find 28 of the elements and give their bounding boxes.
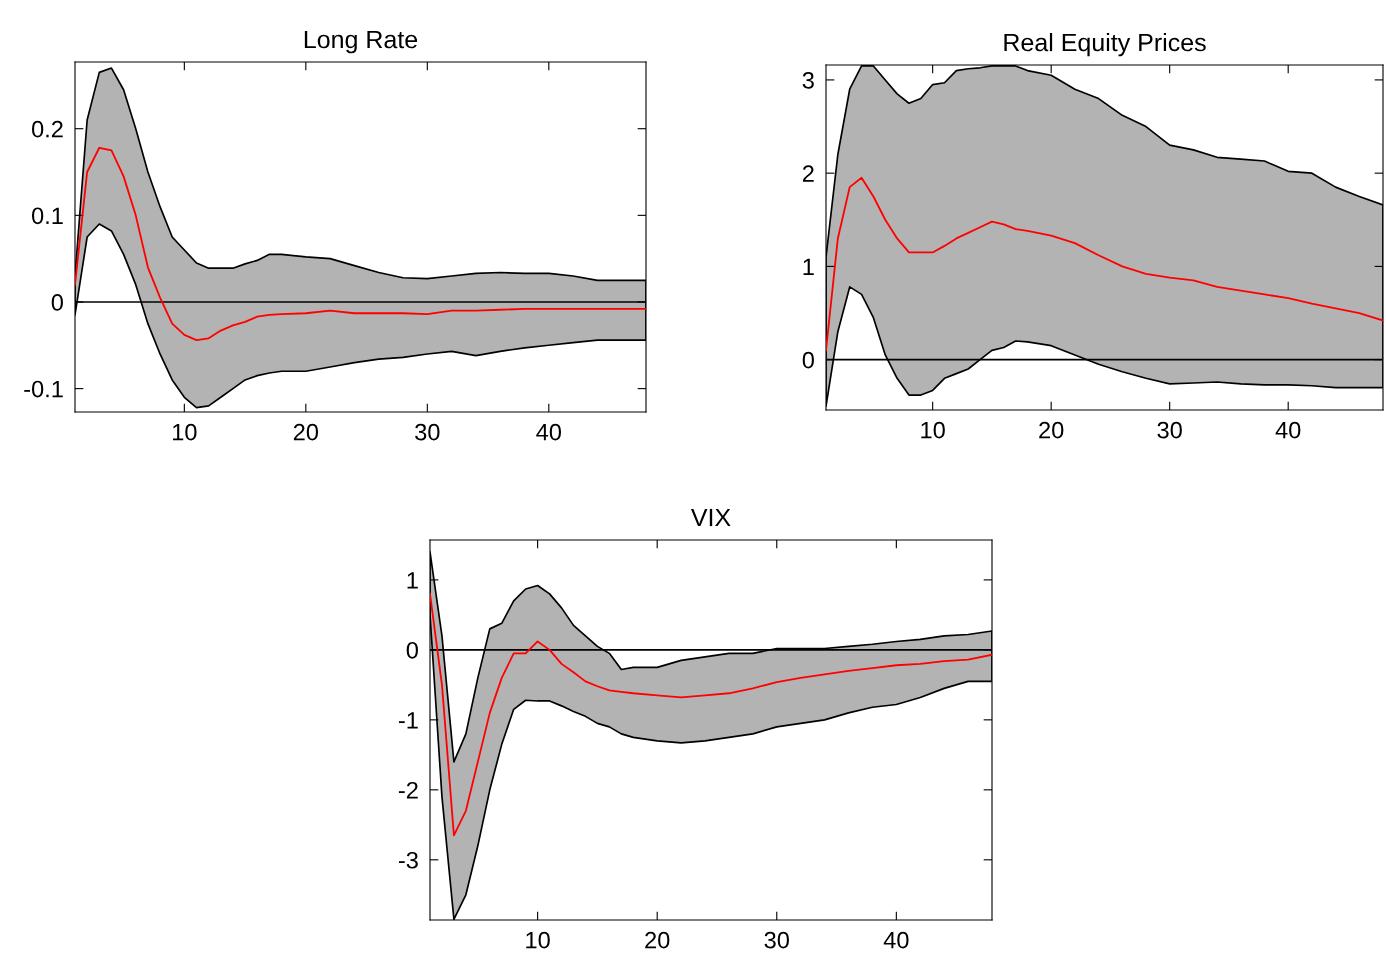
y-tick-label: 0.2	[31, 120, 63, 138]
y-tick-label: 2	[802, 165, 814, 182]
y-tick-label: 1	[407, 572, 418, 589]
x-tick-label: 40	[536, 423, 562, 441]
chart-title: Long Rate	[304, 30, 418, 54]
x-tick-label: 10	[921, 421, 945, 439]
x-tick-label: 20	[645, 931, 670, 949]
x-tick-label: 40	[1275, 421, 1301, 439]
x-tick-label: 10	[173, 423, 197, 441]
x-tick-label: 30	[415, 423, 440, 441]
chart-title: VIX	[690, 508, 731, 527]
y-tick-label: -2	[398, 781, 418, 799]
x-tick-label: 10	[526, 931, 550, 949]
y-tick-label: 0	[51, 294, 63, 311]
y-tick-label: 1	[803, 258, 814, 275]
y-tick-label: -3	[398, 851, 418, 869]
y-tick-label: 3	[802, 71, 814, 89]
x-tick-label: 30	[1157, 421, 1182, 439]
y-tick-label: -0.1	[24, 380, 63, 398]
x-tick-label: 20	[293, 423, 319, 441]
chart-title: Real Equity Prices	[1004, 32, 1206, 57]
y-tick-label: 0	[406, 641, 418, 659]
y-tick-label: 0	[802, 351, 814, 369]
x-tick-label: 20	[1039, 421, 1064, 439]
x-tick-label: 30	[764, 931, 789, 949]
y-tick-label: 0.1	[31, 207, 63, 225]
x-tick-label: 40	[883, 931, 909, 949]
y-tick-label: -1	[398, 712, 418, 729]
